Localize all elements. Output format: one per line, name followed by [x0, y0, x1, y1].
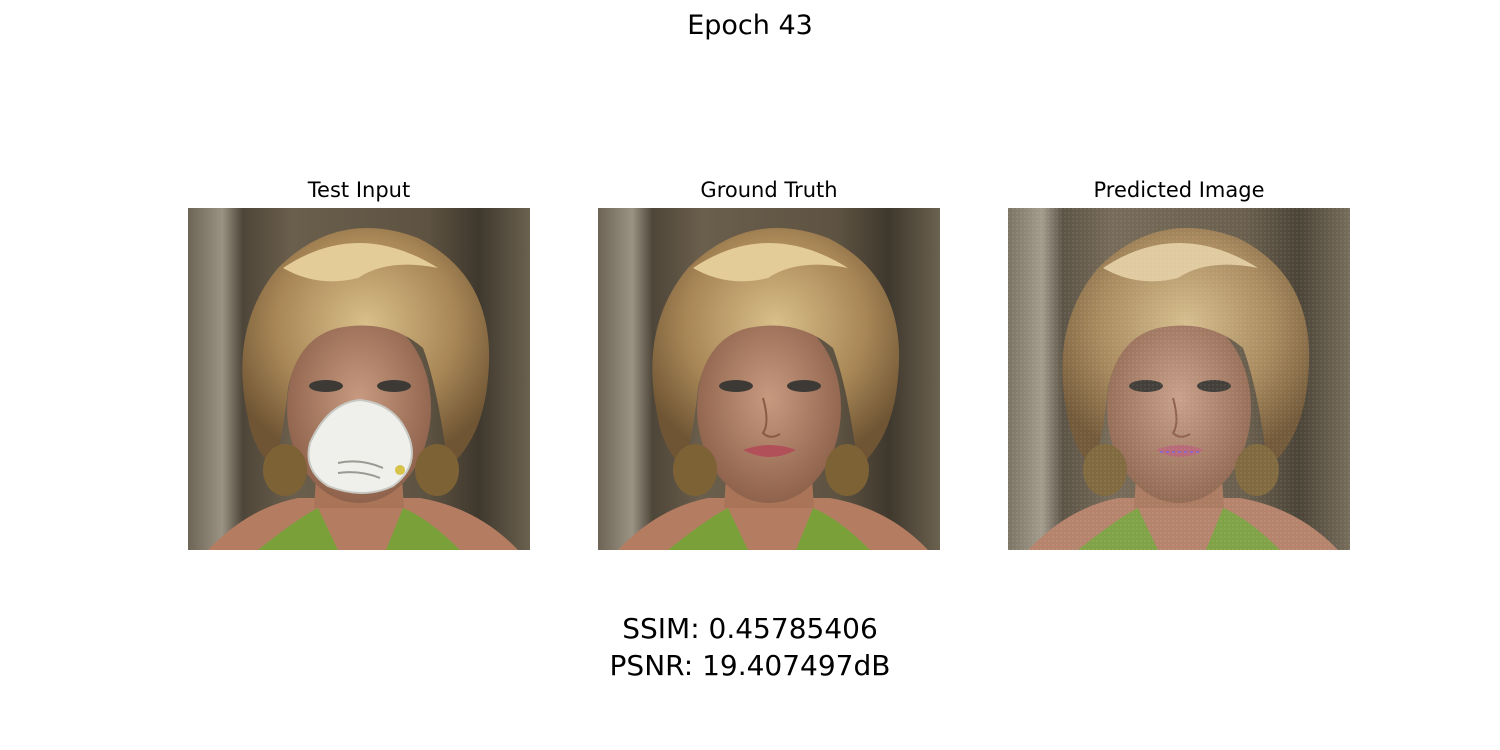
- predicted-image: [1008, 208, 1350, 550]
- ssim-value: SSIM: 0.45785406: [622, 612, 878, 645]
- test-input-image: [188, 208, 530, 550]
- psnr-value: PSNR: 19.407497dB: [609, 649, 891, 682]
- figure-title: Epoch 43: [687, 10, 813, 41]
- panel-title-test-input: Test Input: [307, 178, 411, 202]
- ground-truth-image: [598, 208, 940, 550]
- panel-title-predicted-image: Predicted Image: [1093, 178, 1265, 202]
- panel-title-ground-truth: Ground Truth: [700, 178, 838, 202]
